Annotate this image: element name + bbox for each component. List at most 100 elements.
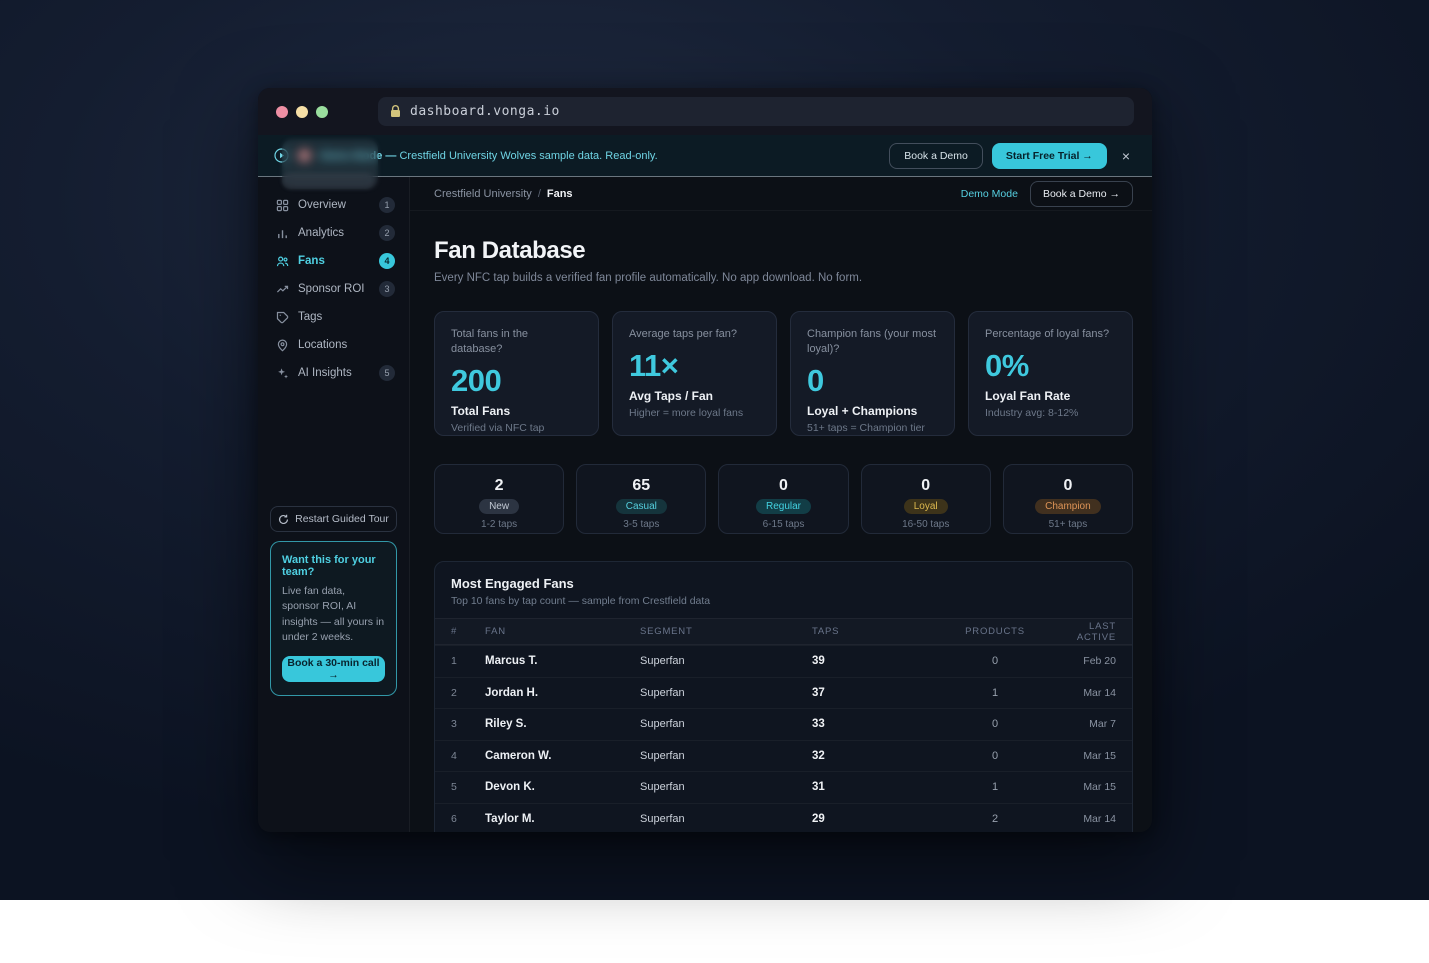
segment-cell: Superfan (640, 686, 685, 699)
table-row[interactable]: 4 Cameron W. Superfan 32 0 Mar 15 (435, 739, 1132, 772)
stat-value: 0% (985, 347, 1029, 383)
tour-step-badge: 3 (379, 281, 395, 297)
refresh-icon (279, 514, 289, 524)
table-row[interactable]: 1 Marcus T. Superfan 39 0 Feb 20 (435, 645, 1132, 677)
fan-cell: Taylor M. (485, 812, 535, 825)
book-demo-button[interactable]: Book a Demo (889, 142, 983, 169)
table-row[interactable]: 2 Jordan H. Superfan 37 1 Mar 14 (435, 676, 1132, 709)
tag-icon (276, 311, 289, 323)
segment-count: 0 (921, 477, 931, 494)
products-cell: 2 (991, 812, 999, 825)
stat-subtext: Verified via NFC tap (451, 421, 545, 434)
sidebar-item-locations[interactable]: Locations (258, 331, 409, 359)
breadcrumb-root[interactable]: Crestfield University (434, 187, 532, 200)
last-active-cell: Mar 15 (1083, 749, 1116, 762)
sidebar-item-tags[interactable]: Tags (258, 303, 409, 331)
stat-label: Total Fans (451, 403, 511, 418)
sidebar-item-fans[interactable]: Fans 4 (258, 247, 409, 275)
segment-range: 16-50 taps (902, 519, 950, 530)
team-cta-card: Want this for your team? Live fan data, … (270, 541, 397, 696)
rank-cell: 1 (451, 655, 457, 668)
last-active-cell: Mar 15 (1083, 781, 1116, 794)
segment-count: 0 (1063, 477, 1073, 494)
address-bar[interactable]: dashboard.vonga.io (378, 97, 1134, 126)
sidebar: Overview 1 Analytics 2 Fans 4 (258, 177, 410, 832)
products-cell: 0 (991, 749, 999, 762)
segment-badge: Regular (755, 499, 811, 514)
segment-count: 2 (494, 477, 504, 494)
segment-card-loyal: 0 Loyal 16-50 taps (860, 464, 991, 534)
close-window-button[interactable] (276, 105, 288, 118)
segment-badge: Loyal (903, 499, 948, 514)
sidebar-item-overview[interactable]: Overview 1 (258, 191, 409, 219)
play-circle-icon[interactable] (274, 148, 289, 163)
banner-message: Demo Mode — Crestfield University Wolves… (320, 150, 658, 162)
banner-text: Crestfield University Wolves sample data… (399, 149, 658, 162)
column-header-taps: TAPS (812, 626, 840, 637)
table-row[interactable]: 6 Taylor M. Superfan 29 2 Mar 14 (435, 802, 1132, 833)
stat-card-total-fans: Total fans in the database? 200 Total Fa… (434, 311, 599, 436)
sidebar-item-label: Overview (298, 199, 346, 211)
taps-cell: 39 (812, 655, 825, 668)
rank-cell: 6 (451, 812, 457, 825)
column-header-products: PRODUCTS (965, 626, 1025, 637)
demo-banner: Demo Mode — Crestfield University Wolves… (258, 135, 1152, 189)
close-banner-icon[interactable]: × (1116, 146, 1136, 166)
segment-range: 51+ taps (1048, 519, 1088, 530)
segment-cell: Superfan (640, 812, 685, 825)
stat-subtext: Higher = more loyal fans (629, 406, 744, 419)
main-content: Crestfield University / Fans Demo Mode B… (410, 177, 1152, 832)
stat-subtext: 51+ taps = Champion tier (807, 421, 925, 434)
stat-value: 11× (629, 347, 679, 383)
restart-tour-label: Restart Guided Tour (295, 513, 389, 526)
taps-cell: 37 (812, 686, 825, 699)
column-header-segment: SEGMENT (640, 626, 693, 637)
users-icon (276, 256, 289, 266)
header-book-demo-button[interactable]: Book a Demo → (1029, 180, 1133, 207)
fan-cell: Jordan H. (485, 686, 539, 699)
lock-icon (391, 105, 400, 117)
minimize-window-button[interactable] (296, 105, 308, 118)
banner-title: Demo Mode — (320, 149, 397, 162)
start-free-trial-button[interactable]: Start Free Trial → (991, 142, 1107, 169)
sidebar-item-label: Fans (298, 255, 325, 267)
rank-cell: 4 (451, 749, 457, 762)
stat-label: Avg Taps / Fan (629, 388, 714, 403)
table-row[interactable]: 3 Riley S. Superfan 33 0 Mar 7 (435, 708, 1132, 740)
fan-cell: Riley S. (485, 718, 527, 731)
last-active-cell: Mar 14 (1083, 686, 1116, 699)
sidebar-item-analytics[interactable]: Analytics 2 (258, 219, 409, 247)
table-header: Most Engaged Fans Top 10 fans by tap cou… (435, 562, 1132, 618)
fan-cell: Marcus T. (485, 655, 538, 668)
page-subtitle: Every NFC tap builds a verified fan prof… (434, 272, 863, 284)
stat-question: Total fans in the database? (451, 328, 529, 355)
segment-range: 6-15 taps (762, 519, 805, 530)
demo-mode-label: Demo Mode (960, 187, 1018, 200)
browser-titlebar: dashboard.vonga.io (258, 88, 1152, 135)
breadcrumb-current: Fans (546, 187, 573, 200)
table-row[interactable]: 5 Devon K. Superfan 31 1 Mar 15 (435, 771, 1132, 803)
segment-badge: Casual (615, 499, 667, 514)
content-topbar: Crestfield University / Fans Demo Mode B… (410, 177, 1152, 211)
segment-card-champion: 0 Champion 51+ taps (1002, 464, 1133, 534)
sidebar-item-ai-insights[interactable]: AI Insights 5 (258, 359, 409, 387)
sidebar-item-sponsor-roi[interactable]: Sponsor ROI 3 (258, 275, 409, 303)
book-call-button[interactable]: Book a 30-min call → (282, 656, 385, 682)
last-active-cell: Mar 7 (1089, 718, 1116, 731)
taps-cell: 33 (812, 718, 825, 731)
sparkles-icon (278, 367, 288, 379)
stat-card-champions: Champion fans (your most loyal)? 0 Loyal… (790, 311, 955, 436)
zoom-window-button[interactable] (316, 105, 328, 118)
products-cell: 0 (991, 718, 999, 731)
segment-card-new: 2 New 1-2 taps (434, 464, 565, 534)
stat-cards-row: Total fans in the database? 200 Total Fa… (434, 311, 1133, 436)
segment-cell: Superfan (640, 718, 685, 731)
most-engaged-fans-table: Most Engaged Fans Top 10 fans by tap cou… (434, 561, 1133, 832)
table-title: Most Engaged Fans (451, 576, 574, 591)
segment-cell: Superfan (640, 655, 685, 668)
column-header-fan: FAN (485, 626, 506, 637)
breadcrumb-separator: / (537, 187, 541, 200)
restart-guided-tour-button[interactable]: Restart Guided Tour (270, 506, 397, 533)
cta-body: Live fan data, sponsor ROI, AI insights … (282, 585, 385, 643)
taps-cell: 31 (812, 781, 825, 794)
